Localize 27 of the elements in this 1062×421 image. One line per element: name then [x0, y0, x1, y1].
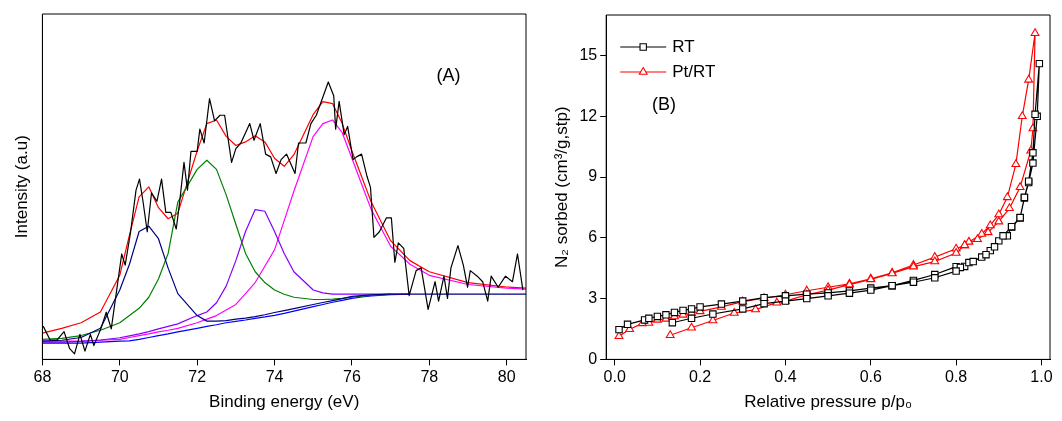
y-tick-label: 0: [588, 349, 598, 367]
x-tick-label: 0.2: [688, 368, 712, 386]
x-tick-label: 0.6: [859, 368, 882, 386]
y-tick-label: 12: [579, 106, 598, 124]
x-axis-title: Binding energy (eV): [209, 392, 360, 412]
x-tick-label: 70: [110, 368, 129, 386]
y-tick-label: 9: [588, 167, 598, 185]
x-tick-label: 72: [188, 368, 207, 386]
annotation: (A): [436, 65, 461, 86]
x-tick-label: 0.4: [774, 368, 797, 386]
x-tick-label: 74: [265, 368, 284, 386]
x-tick-label: 0.0: [603, 368, 626, 386]
x-tick-label: 76: [343, 368, 361, 386]
x-tick-label: 1.0: [1030, 368, 1053, 386]
x-tick-label: 78: [420, 368, 439, 386]
legend-label: Pt/RT: [672, 61, 716, 81]
y-axis-title: N₂ sorbed (cm³/g,stp): [551, 106, 571, 268]
x-tick-label: 80: [497, 368, 516, 386]
x-axis-title: Relative pressure p/p₀: [744, 392, 912, 412]
legend-label: RT: [672, 36, 695, 56]
y-tick-label: 3: [588, 289, 598, 307]
y-tick-label: 6: [588, 228, 598, 246]
x-tick-label: 0.8: [944, 368, 968, 386]
annotation: (B): [651, 93, 676, 114]
y-axis-title: Intensity (a.u): [11, 135, 31, 239]
x-tick-label: 68: [33, 368, 52, 386]
y-tick-label: 15: [579, 45, 598, 63]
